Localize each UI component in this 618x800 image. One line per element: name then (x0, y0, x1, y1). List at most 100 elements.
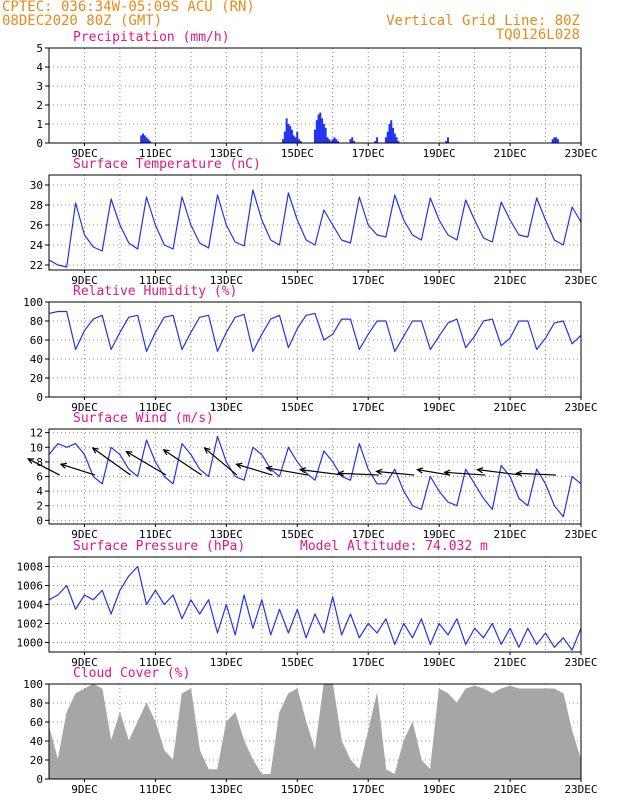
precip-bar (324, 127, 327, 143)
precip-bar (337, 141, 340, 143)
precip-bar (294, 137, 297, 143)
precip-bar (329, 141, 332, 143)
precip-bar (290, 129, 293, 143)
wind-arrow-head (515, 470, 523, 477)
temp-ytick-label: 26 (30, 219, 43, 232)
precip-bar (314, 129, 316, 143)
wind-arrow (376, 470, 415, 476)
temp-ytick-label: 28 (30, 199, 43, 212)
wind-arrow-head (59, 462, 67, 469)
wind-arrow-head (26, 458, 35, 464)
temp-xtick-label: 23DEC (564, 274, 597, 287)
wind-arrow (92, 447, 131, 476)
precip-ytick-label: 4 (36, 61, 43, 74)
wind-xtick-label: 19DEC (423, 528, 456, 541)
temp-xtick-label: 11DEC (139, 274, 172, 287)
precip-bar (393, 133, 396, 143)
rh-title: Relative Humidity (%) (73, 284, 237, 299)
precip-bar (556, 139, 559, 143)
wind-arrow (27, 458, 60, 476)
wind-arrow-head (336, 470, 345, 477)
wind-ytick-label: 8 (36, 456, 43, 469)
cloud-frame (48, 683, 582, 780)
cloud-xtick-label: 11DEC (139, 783, 172, 796)
precip-bar (353, 141, 356, 143)
pressure-ytick-label: 1008 (17, 561, 44, 574)
wind-frame (48, 428, 582, 525)
code-label: TQ0126L028 (495, 27, 580, 43)
wind-arrow (236, 463, 273, 476)
cloud-ytick-label: 40 (30, 735, 43, 748)
cloud-area (48, 683, 582, 780)
precip-bar (392, 127, 395, 143)
wind-arrow-head (375, 468, 383, 476)
precip-bar (317, 114, 320, 143)
precip-ytick-label: 1 (36, 118, 43, 131)
rh-series-line (48, 310, 582, 352)
cloud-xtick-label: 21DEC (494, 783, 527, 796)
temp-xtick-label: 17DEC (352, 274, 385, 287)
wind-arrow-head (416, 467, 424, 474)
pressure-xtick-label: 11DEC (139, 656, 172, 669)
pressure-series-line (48, 565, 582, 651)
pressure-ytick-label: 1004 (17, 599, 44, 612)
cloud-xtick-label: 15DEC (281, 783, 314, 796)
wind-arrow-head (203, 447, 211, 454)
pressure-xtick-label: 19DEC (423, 656, 456, 669)
pressure-title: Surface Pressure (hPa) (73, 539, 245, 554)
wind-arrow-head (443, 469, 451, 476)
precip-bar (388, 124, 391, 143)
wind-xtick-label: 17DEC (352, 528, 385, 541)
rh-ytick-label: 0 (36, 391, 43, 404)
precip-bar (140, 135, 143, 143)
precip-bar (390, 120, 393, 143)
wind-arrow (300, 469, 344, 476)
rh-xtick-label: 21DEC (494, 401, 527, 414)
precip-frame (48, 47, 582, 144)
wind-ytick-label: 4 (36, 485, 43, 498)
cloud-xtick-label: 23DEC (564, 783, 597, 796)
precip-bar (287, 124, 290, 143)
temp-xtick-label: 21DEC (494, 274, 527, 287)
rh-xtick-label: 23DEC (564, 401, 597, 414)
rh-ytick-label: 100 (23, 296, 43, 309)
precip-xtick-label: 23DEC (564, 147, 597, 160)
wind-xtick-label: 23DEC (564, 528, 597, 541)
wind-arrow (126, 451, 167, 476)
init-time-label: 08DEC2020 80Z (GMT) (2, 13, 163, 29)
temp-xtick-label: 9DEC (71, 274, 98, 287)
rh-xtick-label: 19DEC (423, 401, 456, 414)
rh-xtick-label: 15DEC (281, 401, 314, 414)
precip-bar (349, 139, 352, 143)
station-label: CPTEC: 036:34W-05:09S ACU (RN) (2, 0, 255, 15)
wind-arrow-head (476, 467, 484, 474)
precip-xtick-label: 13DEC (210, 147, 243, 160)
pressure-xtick-label: 9DEC (71, 656, 98, 669)
precip-bar (322, 124, 325, 143)
cloud-title: Cloud Cover (%) (73, 666, 190, 681)
precip-bar (397, 141, 400, 143)
precip-bar (553, 137, 556, 143)
wind-ytick-label: 0 (36, 514, 43, 527)
precip-bar (395, 137, 398, 143)
precip-bar (374, 141, 377, 143)
temp-series-line (48, 189, 582, 268)
precip-bar (555, 137, 558, 143)
rh-xtick-label: 13DEC (210, 401, 243, 414)
wind-title: Surface Wind (m/s) (73, 411, 214, 426)
precip-bar (299, 141, 302, 143)
wind-ytick-label: 10 (30, 441, 43, 454)
model-altitude-label: Model Altitude: 74.032 m (300, 539, 488, 554)
precip-xtick-label: 17DEC (352, 147, 385, 160)
wind-arrow (477, 469, 521, 476)
pressure-ytick-label: 1002 (17, 618, 44, 631)
temp-title: Surface Temperature (nC) (73, 157, 261, 172)
temp-xtick-label: 19DEC (423, 274, 456, 287)
pressure-xtick-label: 15DEC (281, 656, 314, 669)
rh-ytick-label: 40 (30, 353, 43, 366)
precip-xtick-label: 9DEC (71, 147, 98, 160)
temp-xtick-label: 13DEC (210, 274, 243, 287)
wind-arrow (266, 467, 309, 476)
rh-ytick-label: 20 (30, 372, 43, 385)
wind-arrow (163, 449, 202, 476)
